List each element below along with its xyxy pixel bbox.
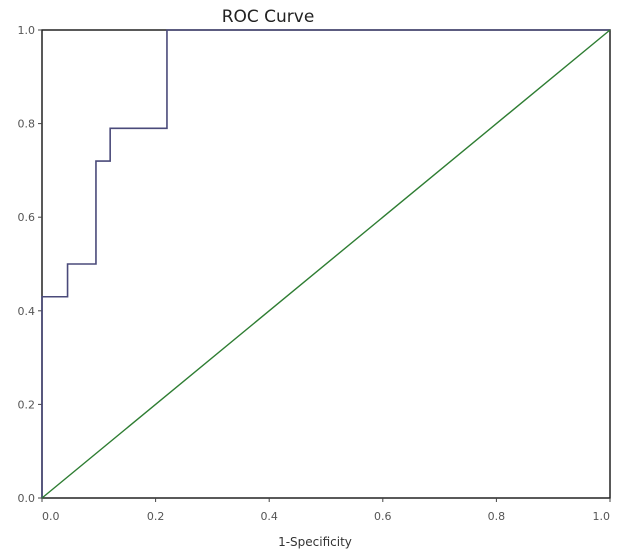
y-tick-label: 0.2 — [18, 398, 36, 411]
x-axis-label: 1-Specificity — [278, 535, 352, 549]
y-tick-label: 0.6 — [18, 211, 36, 224]
x-tick-label: 0.6 — [374, 510, 392, 523]
x-tick-label: 0.2 — [147, 510, 165, 523]
x-tick-label: 1.0 — [593, 510, 611, 523]
chart-title: ROC Curve — [222, 7, 315, 27]
y-tick-label: 0.0 — [18, 492, 36, 505]
roc-curve-line — [41, 29, 610, 498]
series-layer — [41, 29, 611, 499]
x-tick-label: 0.0 — [42, 510, 60, 523]
x-axis-ticks: 0.0 0.2 0.4 0.6 0.8 1.0 — [41, 498, 611, 523]
y-axis-ticks: 0.0 0.2 0.4 0.6 0.8 1.0 — [18, 24, 42, 505]
x-tick-label: 0.8 — [488, 510, 506, 523]
y-tick-label: 1.0 — [18, 24, 36, 37]
reference-diagonal-line — [41, 29, 611, 499]
y-tick-label: 0.8 — [18, 118, 36, 131]
y-tick-label: 0.4 — [18, 305, 36, 318]
x-tick-label: 0.4 — [260, 510, 278, 523]
